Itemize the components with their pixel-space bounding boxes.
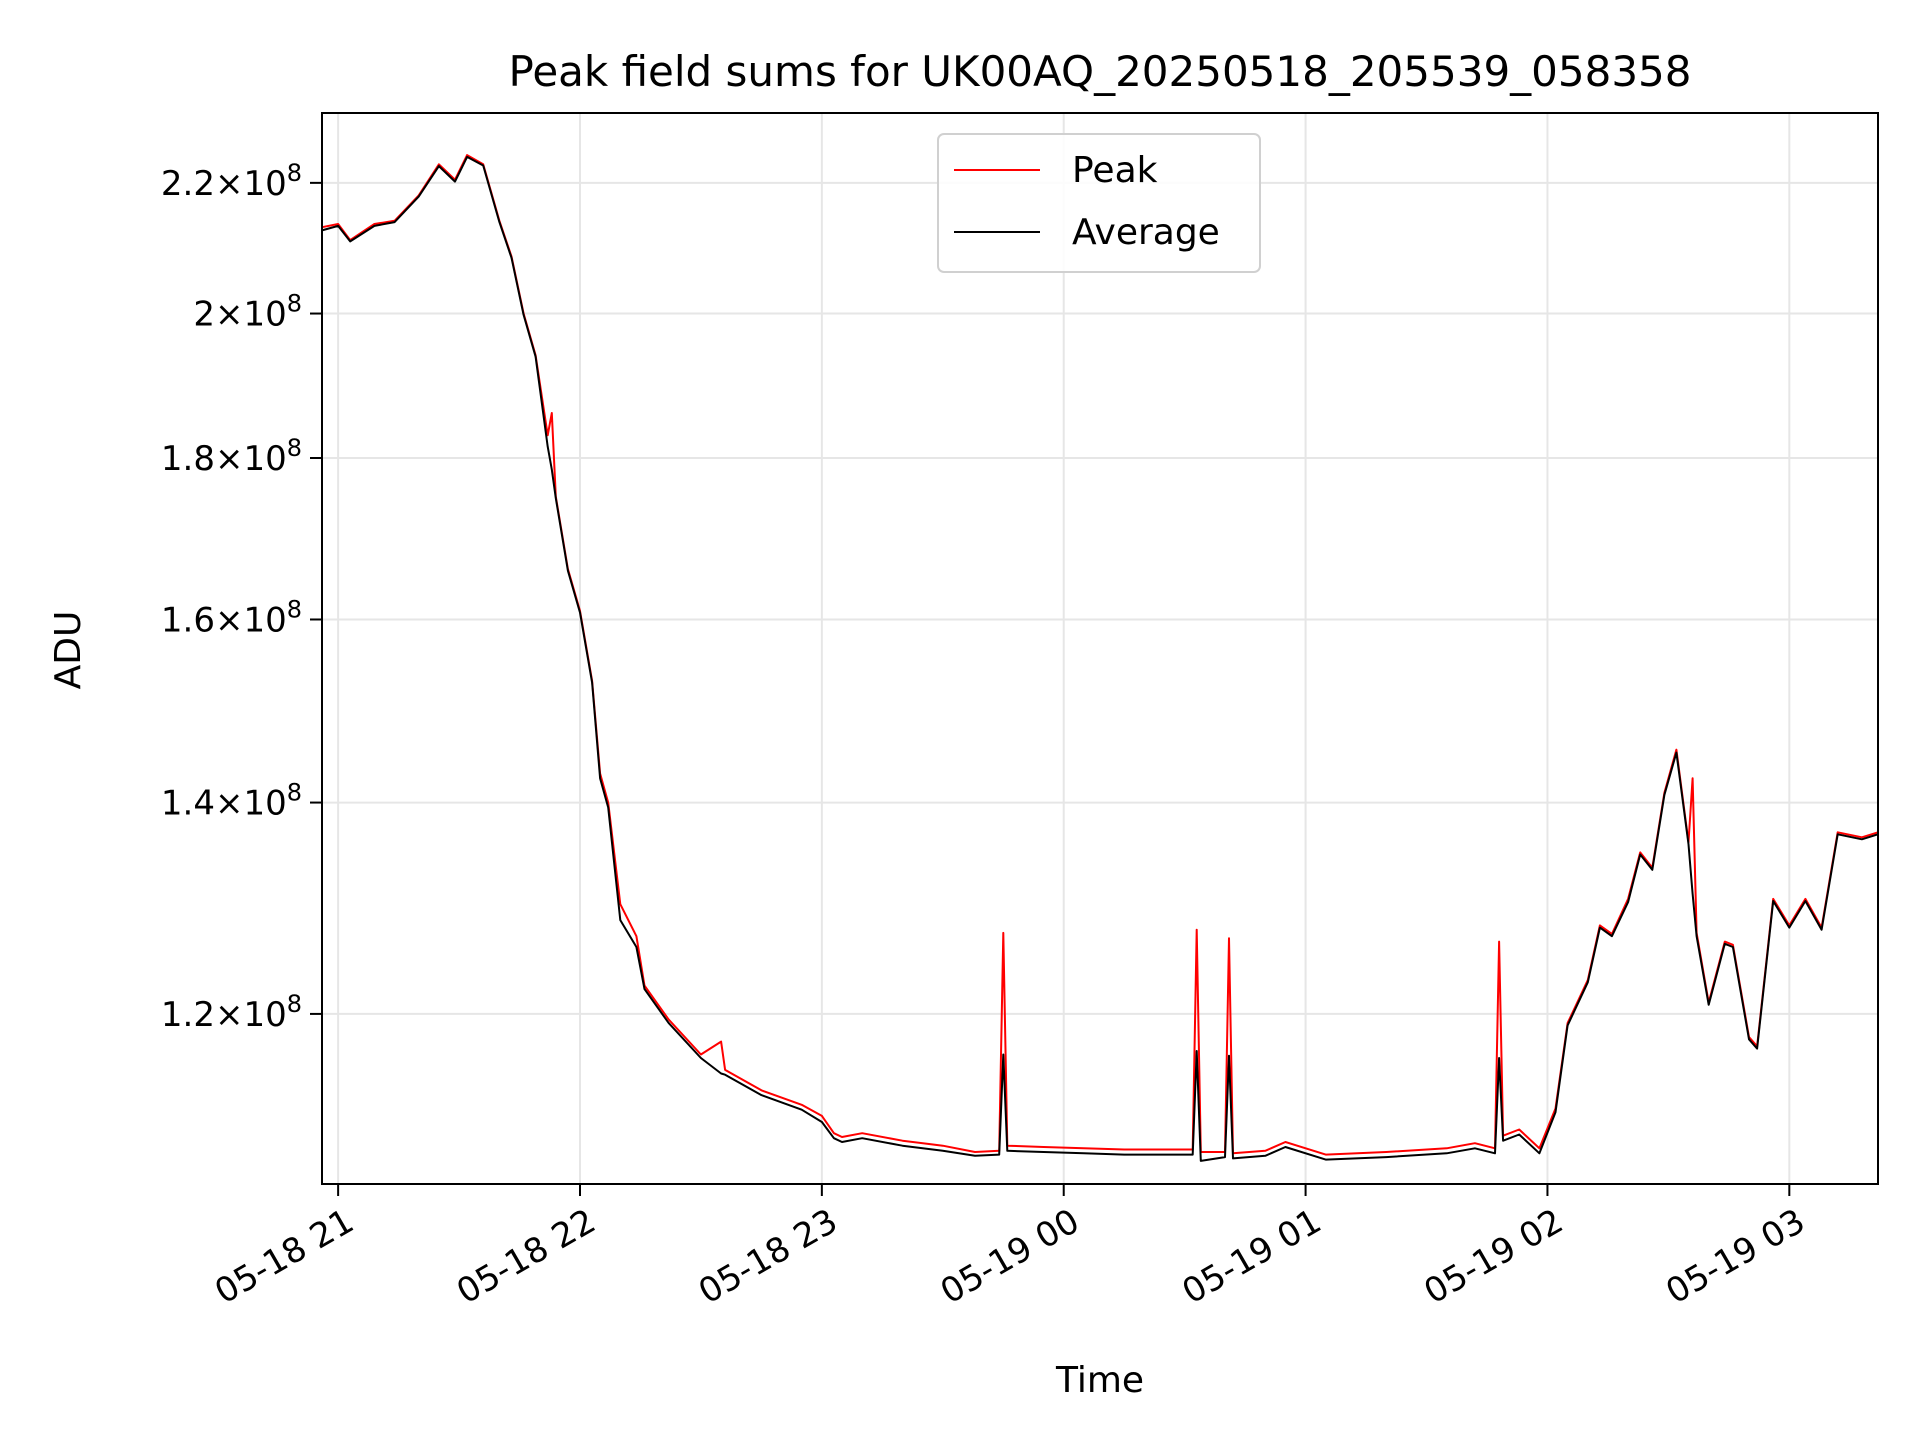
legend-label-peak: Peak <box>1072 150 1158 191</box>
chart-title: Peak field sums for UK00AQ_20250518_2055… <box>508 47 1691 96</box>
y-tick-label: 2.2×108 <box>161 159 302 204</box>
legend-box <box>937 133 1261 273</box>
y-tick-label: 1.2×108 <box>161 990 302 1035</box>
y-tick-label: 1.8×108 <box>161 434 302 479</box>
series-layer <box>321 154 1879 1162</box>
y-tick-label: 1.4×108 <box>161 779 302 824</box>
legend-label-average: Average <box>1072 212 1220 253</box>
x-axis-label: Time <box>1055 1360 1144 1401</box>
plot-frame <box>321 112 1879 1185</box>
y-axis-label: ADU <box>48 611 89 690</box>
grid <box>322 113 1878 1184</box>
y-axis: 1.2×108 1.4×108 1.6×108 1.8×108 2×108 2.2×108 <box>161 159 322 1035</box>
y-tick-label: 1.6×108 <box>161 595 302 640</box>
y-tick-label: 2×108 <box>193 290 302 335</box>
series-line-average <box>321 155 1879 1162</box>
legend: Peak Average <box>937 133 1261 273</box>
